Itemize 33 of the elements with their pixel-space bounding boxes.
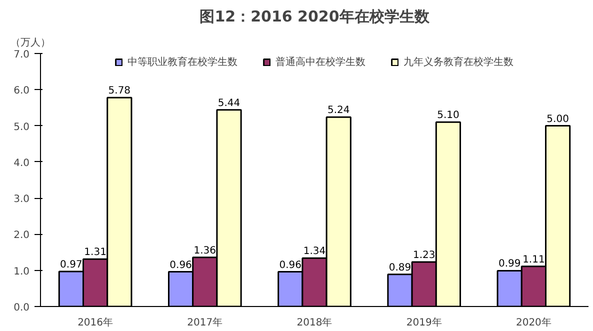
data-label: 0.89 bbox=[388, 262, 412, 274]
data-label: 0.99 bbox=[498, 258, 521, 270]
y-tick-label: 4.0 bbox=[14, 158, 30, 169]
y-tick-label: 5.0 bbox=[14, 122, 30, 133]
data-label: 5.00 bbox=[546, 114, 569, 125]
data-label: 5.78 bbox=[108, 86, 131, 97]
x-tick-label: 2016年 bbox=[78, 316, 114, 328]
y-tick-label: 0.0 bbox=[14, 302, 30, 314]
y-tick-label: 6.0 bbox=[14, 86, 30, 97]
data-label: 1.31 bbox=[84, 247, 106, 258]
y-axis-title: （万人） bbox=[10, 38, 50, 48]
y-tick-label: 3.0 bbox=[14, 194, 30, 206]
data-label: 1.23 bbox=[412, 250, 436, 262]
chart-title: 图12：2016 2020年在校学生数 bbox=[200, 8, 430, 26]
legend-label: 普通高中在校学生数 bbox=[276, 56, 366, 69]
y-tick-label: 7.0 bbox=[14, 50, 30, 60]
legend-label: 九年义务教育在校学生数 bbox=[404, 56, 514, 69]
legend-label: 中等职业教育在校学生数 bbox=[128, 56, 238, 69]
data-label: 1.11 bbox=[522, 254, 545, 266]
data-label: 5.24 bbox=[327, 105, 350, 116]
x-tick-label: 2019年 bbox=[406, 316, 442, 328]
data-label: 0.97 bbox=[60, 259, 82, 270]
data-label: 0.96 bbox=[170, 260, 192, 271]
y-tick-label: 1.0 bbox=[14, 266, 30, 278]
x-tick-label: 2018年 bbox=[296, 316, 332, 328]
data-label: 0.96 bbox=[279, 260, 302, 271]
data-label: 5.44 bbox=[218, 98, 240, 109]
y-tick-label: 2.0 bbox=[14, 230, 30, 242]
data-label: 1.34 bbox=[303, 246, 326, 258]
data-label: 1.36 bbox=[194, 245, 216, 256]
data-label: 5.10 bbox=[437, 110, 460, 122]
x-tick-label: 2020年 bbox=[516, 316, 552, 328]
x-tick-label: 2017年 bbox=[187, 316, 223, 328]
